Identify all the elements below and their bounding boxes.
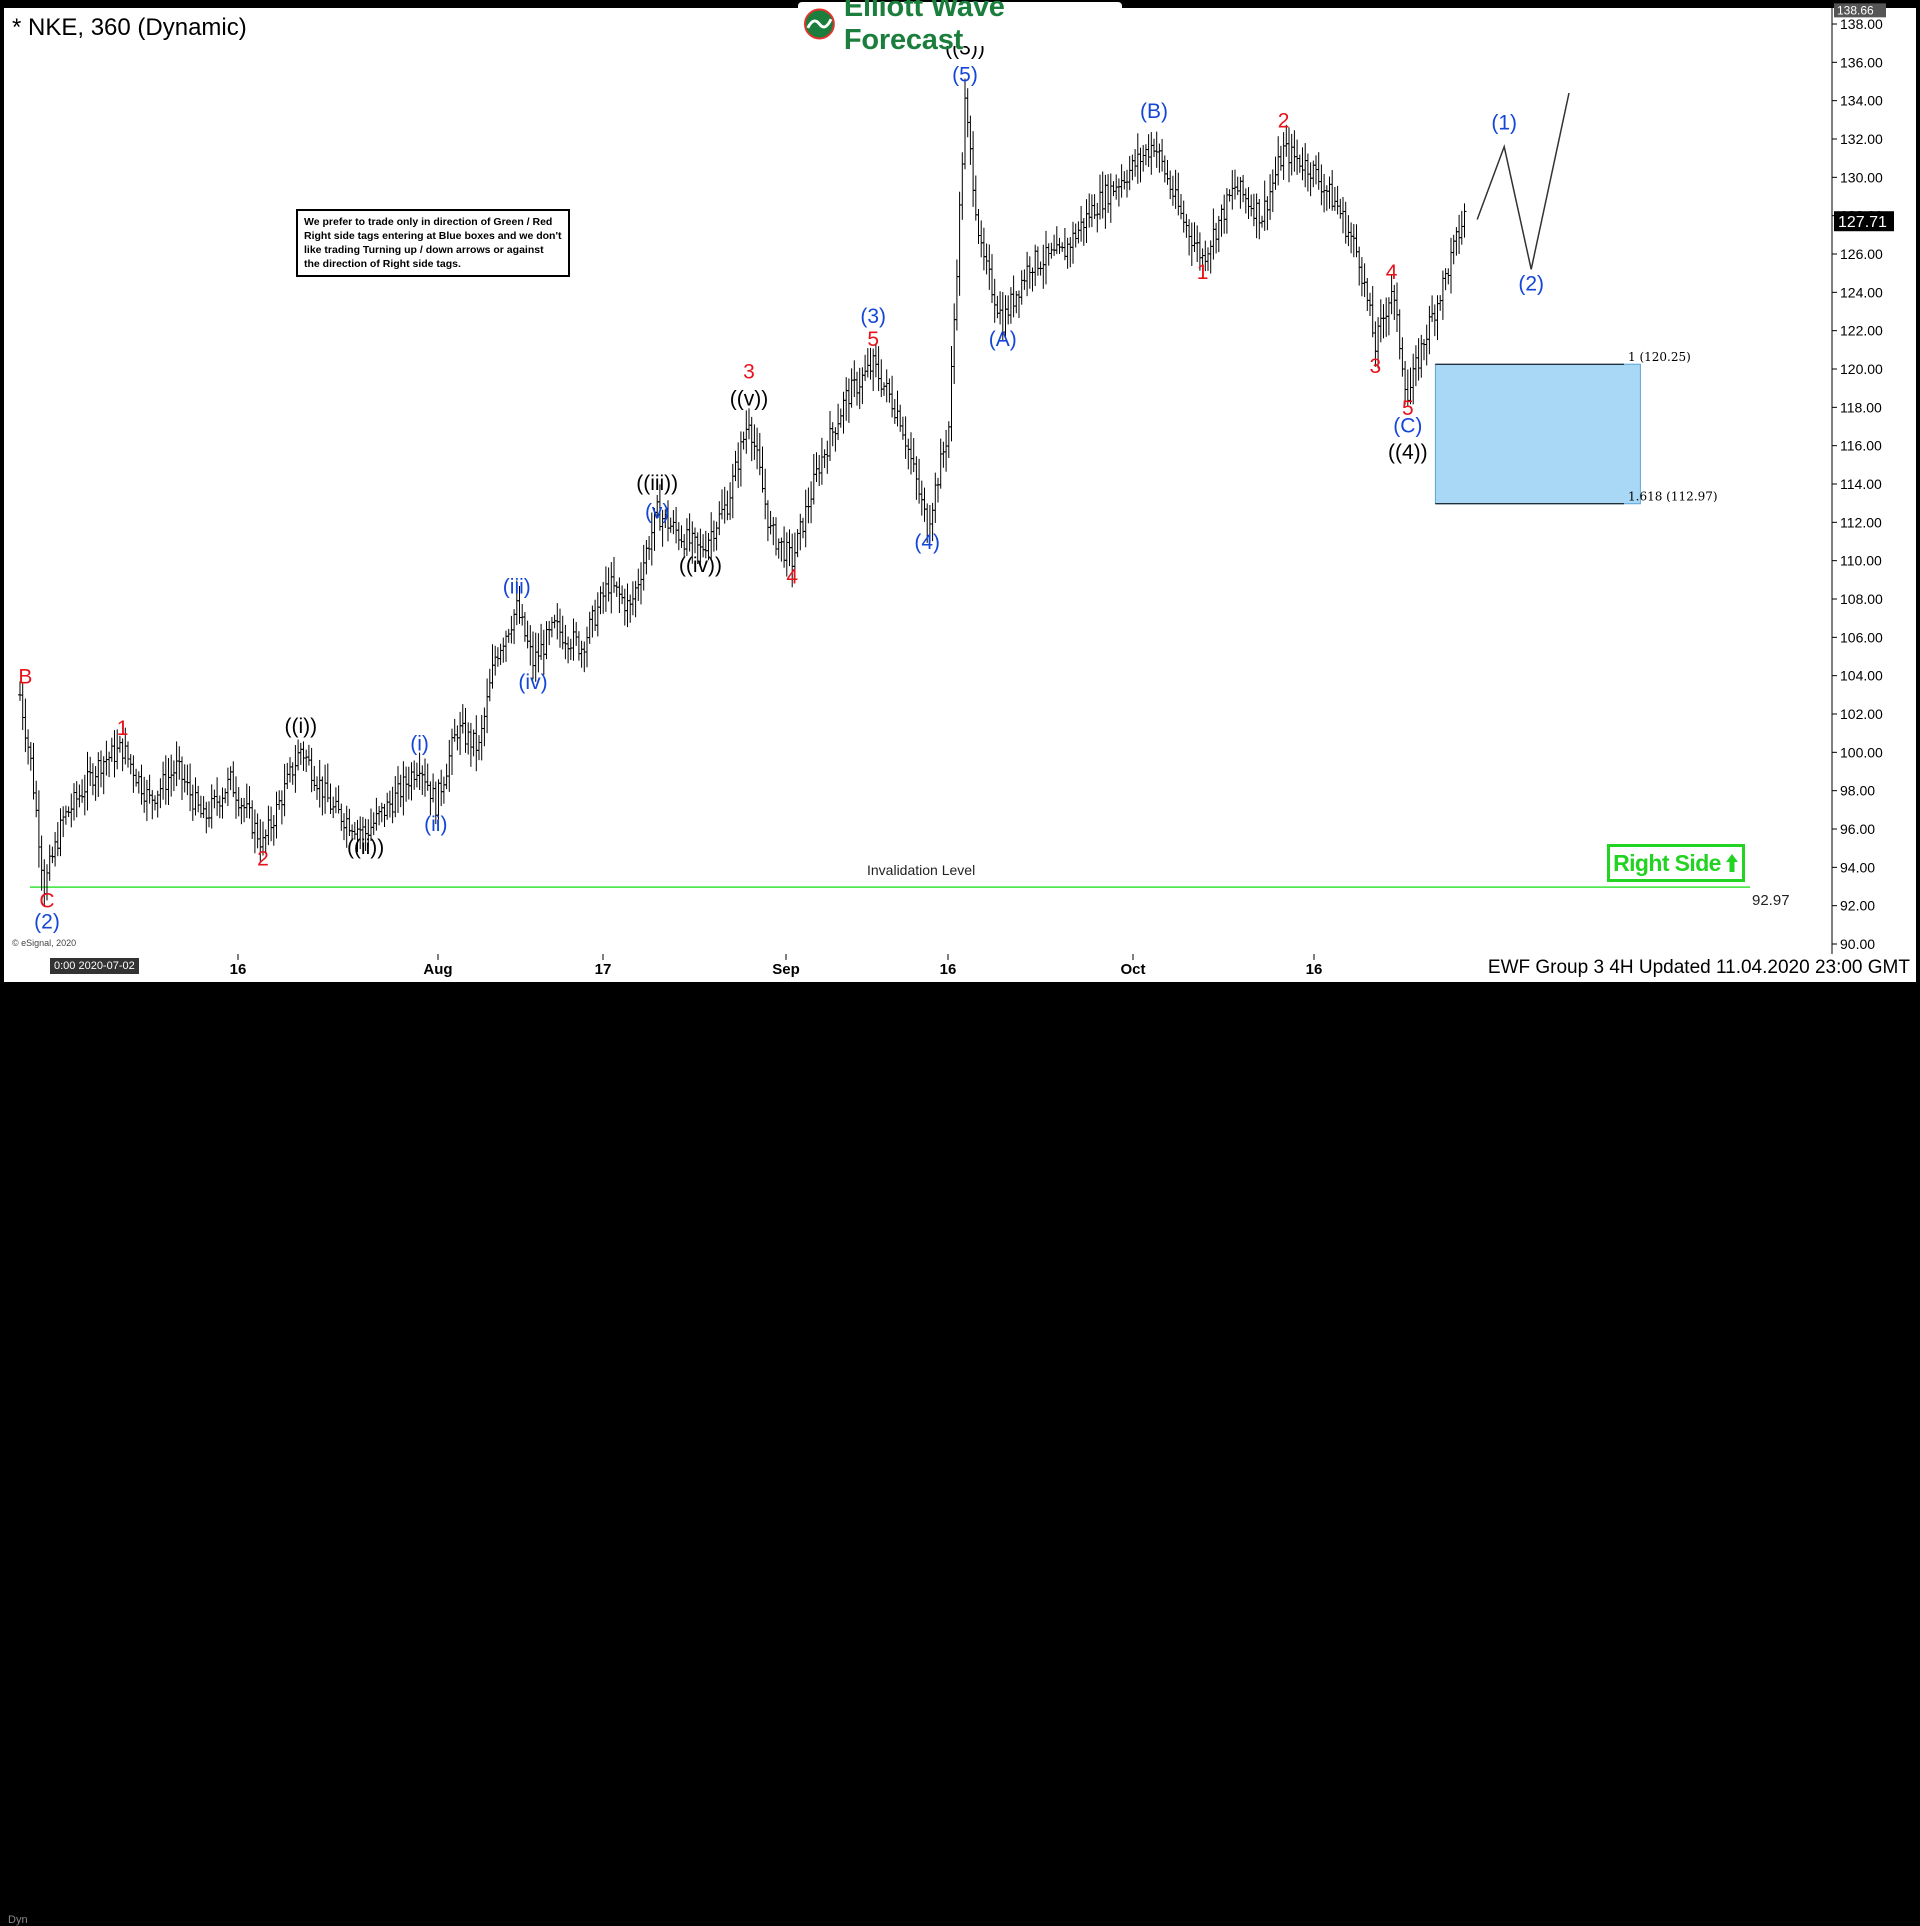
wave-label: (2)	[34, 911, 60, 934]
wave-label: (i)	[410, 732, 429, 755]
y-tick-label: 92.00	[1840, 898, 1875, 914]
y-tick-label: 116.00	[1840, 438, 1882, 454]
copyright-label: © eSignal, 2020	[12, 938, 77, 948]
wave-label: 2	[1278, 110, 1290, 133]
axis-background	[1832, 8, 1916, 954]
wave-label: B	[18, 665, 32, 688]
arrow-up-icon	[1725, 854, 1738, 872]
blue-box-zone	[1434, 363, 1641, 505]
y-tick-label: 106.00	[1840, 629, 1883, 645]
blue-box-upper-label: 1 (120.25)	[1628, 350, 1691, 364]
wave-label: ((4))	[1388, 441, 1428, 464]
wave-label: (1)	[1491, 111, 1517, 134]
wave-label: (C)	[1393, 414, 1422, 437]
y-tick-label: 120.00	[1840, 361, 1883, 377]
wave-label: (iii)	[503, 575, 531, 598]
y-tick-label: 102.00	[1840, 706, 1883, 722]
blue-box-lower-label: 1.618 (112.97)	[1628, 490, 1718, 504]
top-price-box	[1834, 3, 1886, 18]
y-tick-label: 134.00	[1840, 93, 1883, 109]
projection-path	[1476, 92, 1570, 270]
x-tick-label: 16	[1306, 961, 1323, 978]
invalidation-label: Invalidation Level	[867, 862, 975, 878]
chart-title: * NKE, 360 (Dynamic)	[12, 14, 247, 41]
y-tick-label: 126.00	[1840, 246, 1883, 262]
wave-label: 3	[743, 361, 755, 384]
footer-bar: Dyn 0:00 2020-07-02 EWF Group 3 4H Updat…	[0, 955, 1920, 1926]
y-tick-label: 90.00	[1840, 936, 1875, 952]
dyn-label: Dyn	[8, 1914, 28, 1926]
y-tick-label: 100.00	[1840, 744, 1883, 760]
wave-label: (3)	[860, 305, 886, 328]
wave-label: 4	[1386, 261, 1398, 284]
wave-label: (ii)	[424, 813, 447, 836]
y-tick-label: 104.00	[1840, 668, 1883, 684]
price-chart[interactable]: 1 (120.25) 1.618 (112.97) Invalidation Le…	[0, 0, 1920, 985]
wave-label: 4	[786, 566, 798, 589]
x-tick-label: 16	[940, 961, 957, 978]
x-axis-strip	[4, 954, 1916, 982]
top-price-label: 138.66	[1837, 3, 1874, 17]
wave-label: ((iv))	[679, 554, 722, 577]
wave-label: (iv)	[518, 671, 547, 694]
wave-label: (v)	[645, 501, 670, 524]
wave-label: ((v))	[730, 387, 768, 410]
update-timestamp: EWF Group 3 4H Updated 11.04.2020 23:00 …	[1487, 957, 1910, 978]
wave-label: (4)	[914, 531, 940, 554]
right-side-label: Right Side	[1613, 849, 1721, 876]
y-tick-label: 114.00	[1840, 476, 1882, 492]
y-tick-label: 124.00	[1840, 284, 1883, 300]
y-tick-label: 112.00	[1840, 514, 1882, 530]
y-tick-label: 98.00	[1840, 783, 1875, 799]
logo-text: Elliott Wave Forecast	[843, 0, 1005, 56]
last-price-box	[1834, 211, 1894, 232]
y-tick-label: 96.00	[1840, 821, 1875, 837]
logo: Elliott Wave Forecast	[798, 0, 1122, 56]
y-tick-label: 132.00	[1840, 131, 1883, 147]
wave-label: ((i))	[284, 715, 317, 738]
y-tick-label: 110.00	[1840, 553, 1882, 569]
y-tick-label: 136.00	[1840, 54, 1883, 70]
y-tick-label: 118.00	[1840, 399, 1882, 415]
wave-label: 3	[1370, 355, 1382, 378]
x-tick-label: Oct	[1120, 961, 1145, 978]
wave-label: (B)	[1140, 100, 1168, 123]
wave-label: 2	[257, 847, 269, 870]
wave-label: 1	[117, 717, 129, 740]
wave-label: 5	[867, 328, 879, 351]
wave-label: ((ii))	[347, 836, 384, 859]
wave-label: C	[39, 890, 54, 913]
last-price-label: 127.71	[1838, 214, 1887, 231]
x-tick-label: 16	[230, 961, 247, 978]
date-cursor-box: 0:00 2020-07-02	[50, 958, 139, 974]
wave-label: 5	[1402, 397, 1414, 420]
wave-label: ((iii))	[636, 472, 678, 495]
wave-label: (5)	[952, 64, 978, 87]
y-tick-label: 94.00	[1840, 859, 1875, 875]
x-tick-label: Aug	[423, 961, 452, 978]
logo-globe-icon	[803, 8, 835, 40]
invalidation-value: 92.97	[1752, 892, 1790, 909]
x-tick-label: 17	[595, 961, 612, 978]
wave-label: (A)	[989, 328, 1017, 351]
y-tick-label: 122.00	[1840, 323, 1883, 339]
wave-label: (2)	[1518, 272, 1544, 295]
y-tick-label: 108.00	[1840, 591, 1883, 607]
y-tick-label: 138.00	[1840, 16, 1883, 32]
x-tick-label: Sep	[772, 961, 800, 978]
trading-note: We prefer to trade only in direction of …	[296, 209, 570, 277]
wave-label: 1	[1197, 261, 1209, 284]
y-tick-label: 130.00	[1840, 169, 1883, 185]
right-side-tag: Right Side	[1607, 844, 1745, 882]
